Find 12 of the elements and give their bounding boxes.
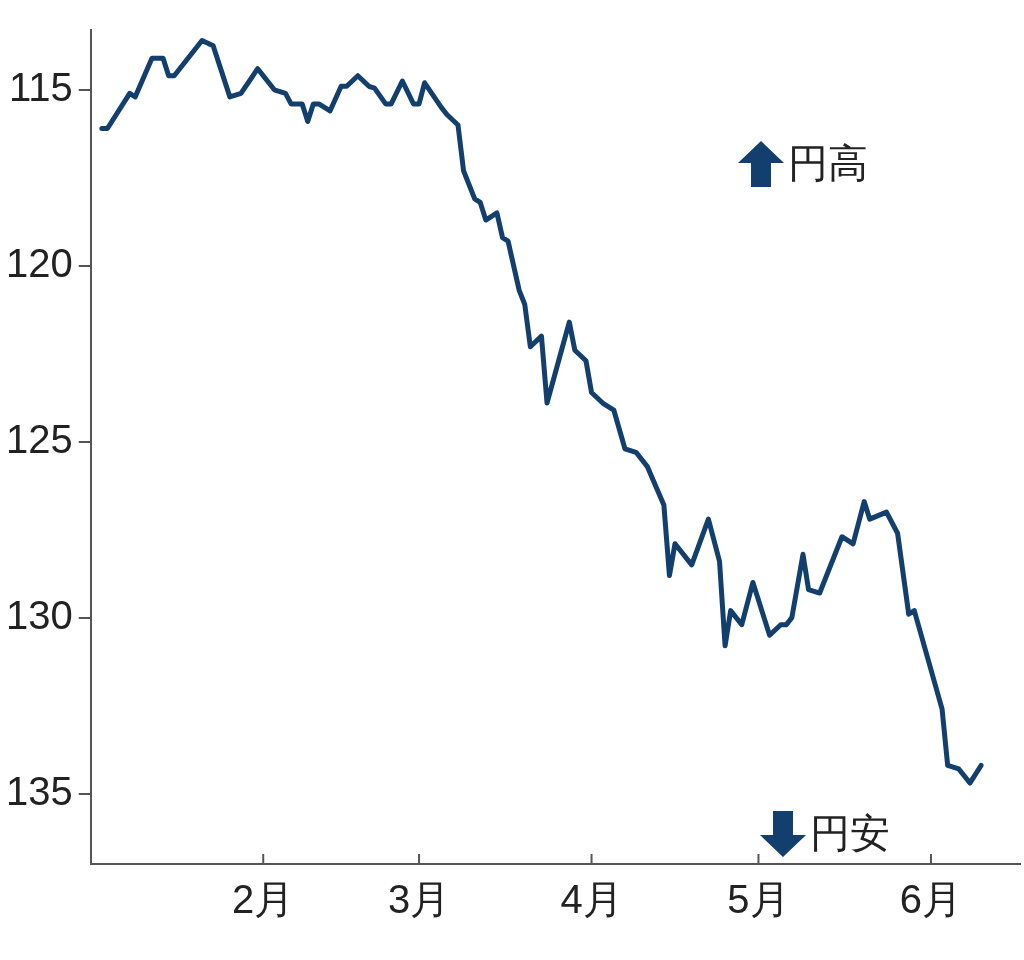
annotation: 円安 bbox=[810, 809, 890, 858]
x-tick-label: 4月 bbox=[560, 877, 623, 922]
y-tick-label: 125 bbox=[5, 416, 73, 461]
x-tick-label: 5月 bbox=[727, 877, 790, 922]
y-tick-label: 130 bbox=[5, 592, 73, 637]
y-tick-label: 135 bbox=[5, 768, 73, 813]
x-tick-label: 2月 bbox=[232, 877, 295, 922]
x-tick-label: 6月 bbox=[899, 877, 963, 922]
y-tick-label: 120 bbox=[5, 240, 73, 285]
annotation: 円高 bbox=[788, 139, 868, 188]
y-tick-label: 115 bbox=[8, 64, 73, 109]
x-tick-label: 3月 bbox=[387, 877, 451, 922]
